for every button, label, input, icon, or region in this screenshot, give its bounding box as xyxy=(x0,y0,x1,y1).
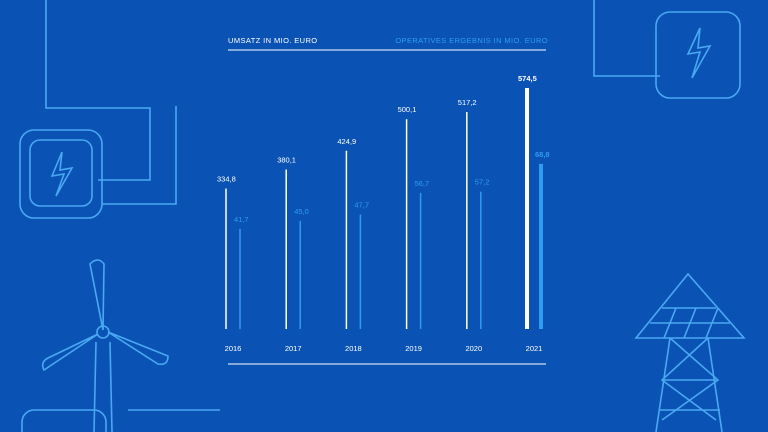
power-pylon-icon xyxy=(634,272,746,432)
operating-result-series-label: OPERATIVES ERGEBNIS IN MIO. EURO xyxy=(395,36,548,45)
right-lightning-box-icon xyxy=(593,0,741,99)
bar-operating-result-2021 xyxy=(539,163,543,329)
label-operating-result-2019: 56,7 xyxy=(415,179,430,188)
bars-group: 334,8 41,7 2016 380,1 45,0 2017 424,9 47,7 2018 5… xyxy=(217,74,550,353)
label-revenue-2019: 500,1 xyxy=(398,105,417,114)
wind-turbine-icon xyxy=(21,259,220,432)
left-lightning-box-icon xyxy=(19,0,177,219)
label-revenue-2016: 334,8 xyxy=(217,175,236,184)
x-tick-2018: 2018 xyxy=(345,344,362,353)
x-tick-2017: 2017 xyxy=(285,344,302,353)
revenue-series-label: UMSATZ IN MIO. EURO xyxy=(228,36,318,45)
bar-revenue-2018 xyxy=(345,150,348,329)
x-tick-2020: 2020 xyxy=(465,344,482,353)
bar-operating-result-2018 xyxy=(359,214,362,329)
bar-revenue-2017 xyxy=(285,169,287,329)
bar-revenue-2021 xyxy=(525,88,529,329)
bar-operating-result-2016 xyxy=(239,228,241,329)
label-operating-result-2020: 57,2 xyxy=(475,178,490,187)
x-tick-2016: 2016 xyxy=(225,344,242,353)
label-operating-result-2021: 68,8 xyxy=(535,150,550,159)
x-tick-2019: 2019 xyxy=(405,344,422,353)
label-revenue-2017: 380,1 xyxy=(277,156,296,165)
x-tick-2021: 2021 xyxy=(526,344,543,353)
label-revenue-2021: 574,5 xyxy=(518,74,537,83)
bar-revenue-2020 xyxy=(466,112,468,329)
label-operating-result-2017: 45,0 xyxy=(294,207,309,216)
bar-revenue-2016 xyxy=(225,188,227,329)
bar-operating-result-2017 xyxy=(299,221,301,329)
bar-revenue-2019 xyxy=(405,119,408,329)
label-operating-result-2016: 41,7 xyxy=(234,215,249,224)
label-operating-result-2018: 47,7 xyxy=(354,201,369,210)
label-revenue-2020: 517,2 xyxy=(458,98,477,107)
bar-operating-result-2019 xyxy=(419,192,422,329)
label-revenue-2018: 424,9 xyxy=(337,137,356,146)
bar-operating-result-2020 xyxy=(480,191,482,329)
